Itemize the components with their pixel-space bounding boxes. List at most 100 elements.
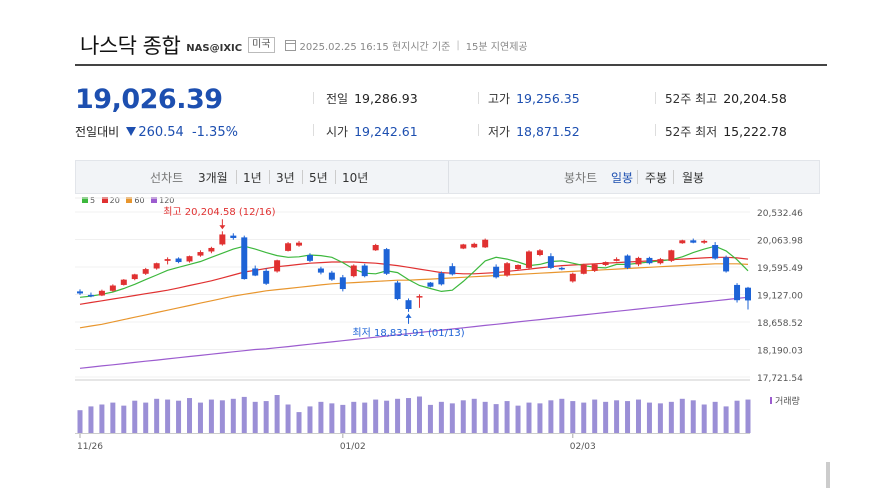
candle-body <box>536 250 543 255</box>
candle-body <box>525 251 532 268</box>
candle-body <box>657 259 664 264</box>
ma-line-ma5 <box>79 245 749 298</box>
period-3m-button[interactable]: 3개월 <box>198 171 228 185</box>
chart-legend: 5 20 60 120 <box>78 196 174 205</box>
low-marker-arrow <box>405 313 412 318</box>
volume-bar <box>449 403 455 433</box>
low-annotation: 최저 18,831.91 (01/13) <box>352 327 464 339</box>
volume-bar <box>132 400 138 433</box>
divider <box>335 170 336 184</box>
candle-chart-button[interactable]: 봉차트 <box>564 171 598 185</box>
volume-bar <box>625 401 631 433</box>
line-chart-button[interactable]: 선차트 <box>150 171 184 185</box>
candle-body <box>285 243 292 251</box>
volume-bar <box>416 396 422 433</box>
volume-bar <box>471 398 477 433</box>
volume-legend-swatch <box>770 397 772 404</box>
period-10y-button[interactable]: 10년 <box>342 171 369 185</box>
monthly-candle-button[interactable]: 월봉 <box>682 171 705 185</box>
volume-bar <box>427 404 433 433</box>
candle-body <box>208 247 215 252</box>
volume-bar <box>734 400 740 433</box>
period-3y-button[interactable]: 3년 <box>276 171 295 185</box>
y-tick-label: 19,595.49 <box>757 264 803 274</box>
down-triangle-icon <box>126 127 137 136</box>
stat-label: 전일 <box>326 92 349 106</box>
volume-bar <box>263 401 269 433</box>
stat-52w-high: 52주 최고 20,204.58 <box>665 90 787 107</box>
volume-bar <box>592 399 598 433</box>
candle-body <box>547 256 554 268</box>
high-annotation: 최고 20,204.58 (12/16) <box>163 206 275 218</box>
volume-bar <box>570 401 576 433</box>
period-1y-button[interactable]: 1년 <box>243 171 262 185</box>
period-5y-button[interactable]: 5년 <box>309 171 328 185</box>
stat-prev-close: 전일 19,286.93 <box>326 90 418 107</box>
divider <box>313 124 314 136</box>
volume-bar <box>745 399 751 433</box>
timestamp: 2025.02.25 16:15 현지시간 기준 <box>299 41 451 53</box>
candle-body <box>580 264 587 274</box>
volume-bar <box>187 398 193 433</box>
stat-value: 19,242.61 <box>354 124 418 139</box>
candle-body <box>723 257 730 272</box>
candle-body <box>131 274 138 280</box>
stat-value: 19,286.93 <box>354 91 418 106</box>
volume-bar <box>121 405 127 433</box>
change-row: 전일대비 260.54 -1.35% <box>75 123 238 140</box>
candle-body <box>252 268 259 276</box>
y-tick-label: 18,190.03 <box>757 347 803 357</box>
volume-bar <box>373 399 379 433</box>
volume-bar <box>559 398 565 433</box>
candle-body <box>394 282 401 300</box>
volume-bar <box>384 400 390 433</box>
volume-bar <box>230 398 236 433</box>
candle-body <box>624 255 631 268</box>
volume-bar <box>668 401 674 433</box>
candle-body <box>219 234 226 245</box>
candle-body <box>175 258 182 263</box>
volume-bar <box>219 400 225 433</box>
candle-body <box>613 259 620 261</box>
y-tick-label: 19,127.00 <box>757 292 803 302</box>
stat-label: 52주 최고 <box>665 92 718 106</box>
volume-bar <box>712 401 718 433</box>
weekly-candle-button[interactable]: 주봉 <box>645 171 668 185</box>
candle-body <box>416 296 423 298</box>
candle-body <box>668 250 675 261</box>
divider <box>448 161 449 193</box>
volume-bar <box>614 400 620 433</box>
divider <box>655 124 656 136</box>
divider <box>637 170 638 184</box>
divider <box>302 170 303 184</box>
stat-open: 시가 19,242.61 <box>326 123 418 140</box>
volume-label: 거래량 <box>775 395 800 407</box>
candle-body <box>482 239 489 248</box>
candle-body <box>427 282 434 287</box>
index-code: NAS@IXIC <box>186 42 243 54</box>
volume-bar <box>635 399 641 433</box>
stat-low: 저가 18,871.52 <box>488 123 580 140</box>
legend-label: 120 <box>159 196 175 205</box>
volume-bar <box>110 402 116 433</box>
candle-body <box>635 257 642 265</box>
volume-bar <box>241 396 247 433</box>
legend-swatch <box>101 197 108 203</box>
candle-body <box>449 266 456 275</box>
page-title: 나스닥 종합 <box>80 34 181 58</box>
daily-candle-button[interactable]: 일봉 <box>611 171 634 185</box>
volume-bar <box>515 405 521 433</box>
candle-body <box>372 245 379 251</box>
stat-label: 시가 <box>326 125 349 139</box>
ma-line-ma120 <box>79 296 749 369</box>
volume-bar <box>154 398 160 433</box>
volume-bar <box>340 404 346 433</box>
calendar-icon <box>284 39 296 51</box>
volume-bar <box>723 406 729 433</box>
divider <box>269 170 270 184</box>
divider: | <box>456 39 460 51</box>
candle-body <box>241 237 248 280</box>
volume-bar <box>406 398 412 433</box>
volume-bar <box>362 402 368 433</box>
volume-bar <box>603 401 609 433</box>
